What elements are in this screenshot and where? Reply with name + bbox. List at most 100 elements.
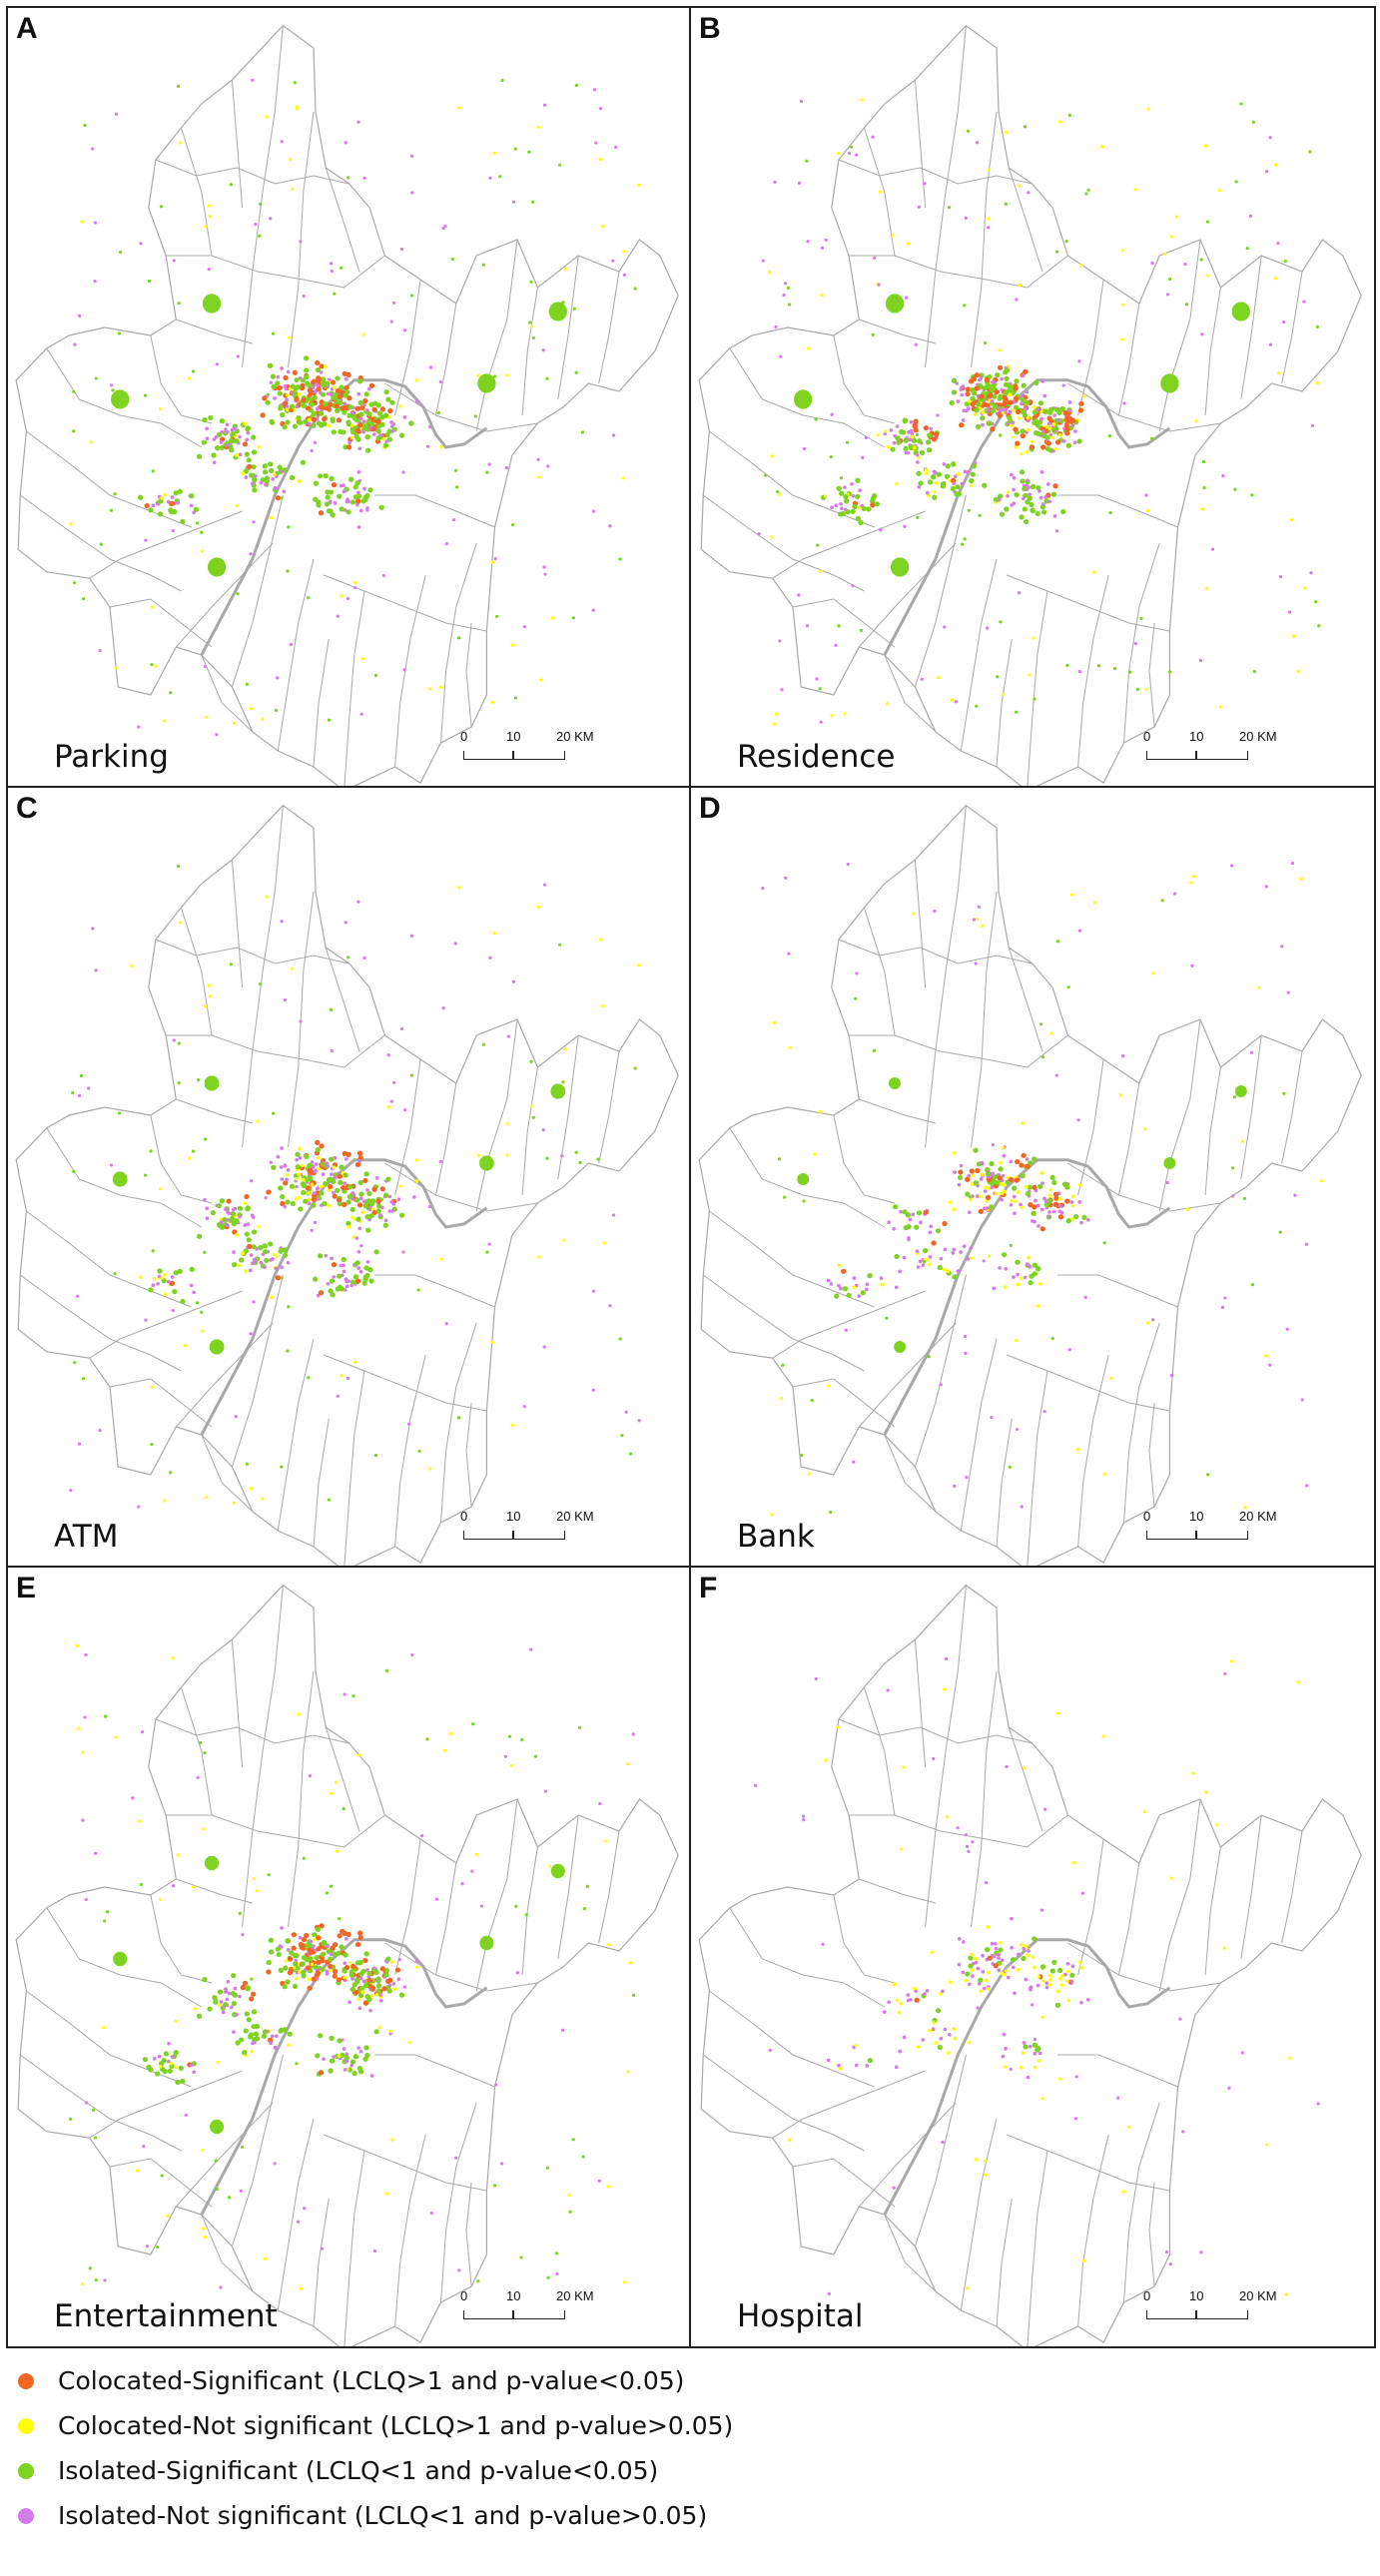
green-dot: [992, 403, 999, 409]
green-dot: [993, 1173, 999, 1180]
purple-dot: [271, 1257, 275, 1261]
green-dot: [111, 388, 115, 392]
yellow-dot: [286, 2043, 291, 2048]
green-dot: [276, 1951, 282, 1958]
district-boundary: [156, 1719, 349, 1743]
purple-dot: [1037, 489, 1041, 493]
purple-dot: [332, 1190, 336, 1195]
green-dot: [365, 447, 371, 453]
purple-dot: [1001, 2054, 1006, 2059]
yellow-dot: [263, 2256, 268, 2260]
green-dot: [837, 511, 844, 517]
green-dot: [363, 2045, 369, 2051]
green-dot: [329, 1156, 335, 1162]
green-dot: [318, 410, 325, 416]
yellow-dot: [1019, 2065, 1024, 2070]
green-dot: [285, 1979, 291, 1985]
district-boundary: [441, 1323, 477, 1523]
purple-dot: [877, 283, 881, 287]
district-boundary: [558, 1815, 578, 1959]
yellow-dot: [138, 1275, 143, 1280]
purple-dot: [283, 384, 288, 388]
purple-dot: [276, 676, 280, 680]
purple-dot: [608, 524, 612, 528]
purple-dot: [780, 688, 784, 692]
yellow-dot: [978, 1194, 983, 1199]
green-dot: [230, 430, 236, 437]
purple-dot: [1033, 2037, 1036, 2042]
legend-item-isolated-not-significant: Isolated-Not significant (LCLQ<1 and p-v…: [18, 2493, 733, 2538]
purple-dot: [1286, 990, 1290, 994]
purple-dot: [419, 1834, 424, 1838]
district-boundary: [1078, 1355, 1109, 1547]
green-dot: [262, 1249, 269, 1255]
purple-dot: [819, 720, 823, 724]
green-dot: [366, 410, 372, 417]
yellow-dot: [1017, 416, 1022, 420]
purple-dot: [330, 1256, 334, 1261]
green-dot: [271, 331, 276, 335]
green-dot: [278, 2028, 284, 2034]
yellow-dot: [241, 1251, 246, 1255]
yellow-dot: [443, 1748, 447, 1752]
district-boundary: [395, 2135, 426, 2326]
green-dot: [162, 2069, 168, 2075]
orange-dot: [328, 1183, 334, 1190]
scale-bar-tick: [512, 1531, 514, 1539]
orange-dot: [357, 1154, 363, 1161]
purple-dot: [243, 1223, 248, 1227]
green-dot: [895, 435, 901, 441]
yellow-dot: [1047, 426, 1052, 430]
green-dot: [852, 503, 858, 509]
orange-dot: [985, 1194, 992, 1201]
green-dot: [568, 2210, 572, 2214]
purple-dot: [1039, 469, 1044, 474]
yellow-dot: [176, 1853, 180, 1857]
purple-dot: [851, 493, 856, 498]
orange-dot: [379, 1186, 385, 1192]
green-dot: [139, 1882, 143, 1887]
green-dot: [312, 410, 318, 416]
purple-dot: [1302, 300, 1306, 304]
purple-dot: [855, 153, 859, 157]
yellow-dot: [80, 220, 84, 224]
orange-dot: [354, 427, 361, 433]
purple-dot: [1021, 373, 1026, 377]
district-boundary: [374, 495, 494, 527]
green-dot: [945, 463, 951, 469]
green-dot: [328, 489, 335, 495]
yellow-dot: [1288, 2056, 1292, 2061]
purple-dot: [826, 1278, 831, 1283]
purple-dot: [172, 259, 176, 263]
purple-dot: [410, 1652, 414, 1657]
orange-dot: [1077, 407, 1084, 413]
district-boundary: [1078, 1839, 1104, 1975]
purple-dot: [269, 217, 273, 221]
green-dot: [354, 417, 360, 423]
green-cluster: [479, 1155, 494, 1171]
yellow-dot: [1296, 669, 1300, 674]
purple-dot: [189, 2063, 194, 2068]
orange-dot: [332, 1942, 339, 1948]
orange-dot: [344, 384, 349, 390]
orange-dot: [1054, 439, 1061, 445]
green-dot: [918, 480, 924, 486]
purple-dot: [982, 1259, 986, 1263]
map-panel-f: F Hospital 0 10 20 KM: [689, 1566, 1376, 2348]
green-dot: [810, 1399, 814, 1403]
orange-dot: [267, 2037, 274, 2043]
yellow-dot: [598, 158, 602, 162]
green-dot: [173, 490, 179, 496]
purple-dot: [611, 259, 615, 263]
district-boundary: [599, 1831, 619, 1943]
green-dot: [1073, 1213, 1079, 1220]
purple-dot: [357, 446, 362, 451]
orange-dot: [913, 418, 919, 424]
purple-dot: [1231, 1194, 1235, 1198]
district-boundary: [156, 160, 349, 184]
yellow-dot: [1040, 2097, 1044, 2101]
district-boundary: [1028, 591, 1047, 789]
green-dot: [262, 469, 269, 475]
yellow-dot: [1319, 1179, 1323, 1183]
yellow-dot: [257, 445, 261, 449]
